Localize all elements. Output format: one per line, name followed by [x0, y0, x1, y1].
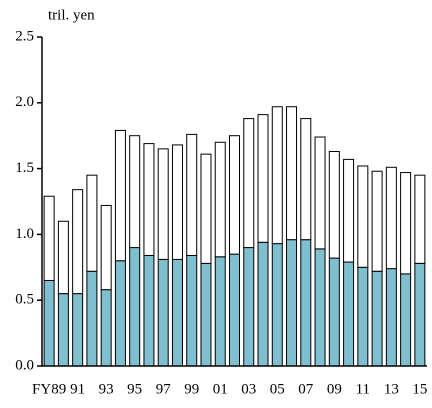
x-tick-label: 07: [298, 381, 314, 397]
x-tick-label: 93: [99, 381, 114, 397]
bar-segment: [129, 247, 141, 367]
bar-segment: [100, 289, 112, 367]
bar-segment: [328, 257, 340, 367]
bar-segment: [314, 136, 326, 250]
x-tick-label: 11: [356, 381, 370, 397]
x-tick-label: 15: [412, 381, 427, 397]
bar-segment: [314, 248, 326, 367]
bar-segment: [271, 106, 283, 245]
bar-segment: [371, 170, 383, 272]
bar-segment: [414, 174, 426, 264]
bar-segment: [229, 135, 240, 255]
bar-segment: [114, 260, 126, 367]
bar-segment: [343, 261, 355, 367]
bar-segment: [385, 268, 397, 367]
bar-segment: [157, 148, 169, 260]
bar-segment: [271, 243, 283, 367]
y-axis-label: tril. yen: [48, 7, 95, 23]
bar-segment: [157, 258, 169, 367]
bar-segment: [257, 114, 269, 243]
bar-segment: [86, 270, 98, 367]
bar-segment: [143, 254, 155, 367]
bar-segment: [214, 141, 226, 258]
bar-segment: [43, 195, 55, 281]
x-tick-label: FY89: [32, 381, 66, 397]
bar-segment: [243, 247, 255, 367]
bar-segment: [143, 143, 155, 256]
bar-segment: [300, 239, 312, 367]
bar-segment: [171, 144, 183, 260]
bar-segment: [72, 189, 84, 295]
x-tick-label: 97: [156, 381, 172, 397]
bar-segment: [186, 133, 198, 256]
bar-segment: [385, 166, 397, 270]
x-tick-label: 91: [70, 381, 85, 397]
bar-segment: [328, 150, 340, 259]
bar-segment: [343, 158, 355, 263]
bar-segment: [114, 129, 126, 262]
y-tick-label: 1.0: [15, 226, 34, 242]
bar-segment: [257, 241, 269, 367]
bar-segment: [86, 174, 98, 272]
x-tick-label: 13: [384, 381, 399, 397]
bar-segment: [286, 239, 298, 367]
bar-segment: [414, 262, 426, 367]
bar-segment: [200, 153, 212, 264]
y-tick-label: 1.5: [15, 160, 34, 176]
bar-segment: [100, 204, 112, 291]
bar-segment: [72, 293, 84, 367]
bar-segment: [129, 135, 141, 249]
bar-segment: [300, 118, 312, 241]
bar-segment: [357, 165, 369, 268]
bar-segment: [200, 262, 212, 367]
x-tick-label: 05: [270, 381, 285, 397]
bar-segment: [57, 220, 69, 295]
x-tick-label: 95: [127, 381, 142, 397]
x-tick-label: 03: [241, 381, 256, 397]
bar-segment: [229, 253, 240, 367]
bar-segment: [400, 273, 412, 367]
bar-segment: [371, 270, 383, 367]
bar-segment: [57, 293, 69, 367]
bar-segment: [214, 256, 226, 367]
y-tick-label: 2.5: [15, 28, 34, 44]
bar-segment: [286, 106, 298, 241]
bar-segment: [186, 254, 198, 367]
x-tick-label: 09: [327, 381, 342, 397]
y-tick-label: 0.5: [15, 292, 34, 308]
bar-segment: [400, 172, 412, 275]
y-tick-label: 0.0: [15, 357, 34, 373]
x-tick-label: 99: [184, 381, 199, 397]
bar-segment: [171, 258, 183, 367]
bar-segment: [43, 279, 55, 367]
bar-segment: [243, 118, 255, 249]
bar-segment: [357, 266, 369, 367]
y-tick-label: 2.0: [15, 94, 34, 110]
x-tick-label: 01: [213, 381, 228, 397]
